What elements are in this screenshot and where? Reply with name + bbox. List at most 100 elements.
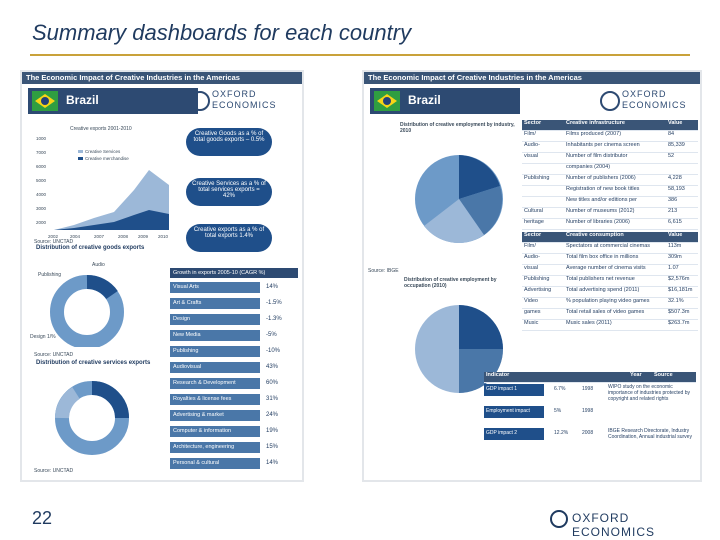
table-cell: Number of film distributor [566,153,628,159]
table-cell: Cultural [524,208,543,214]
donut-label: Audio [92,262,105,268]
table-cell: $16,181m [668,287,693,293]
table-row: Registration of new book titles 58,193 [522,186,698,197]
x-tick: 2004 [70,234,81,239]
growth-row-label: Personal & cultural [170,458,260,469]
table-row: Film/Spectators at commercial cinemas 113… [522,243,698,254]
table-row: visual Number of film distributor 52 [522,153,698,164]
impact-source: WIPO study on the economic importance of… [608,384,690,402]
table-header: Sector Creative infrastructure Value [522,120,698,131]
table-header: Sector Creative consumption Value [522,232,698,243]
table-cell: New titles and/or editions per [566,197,637,203]
table-cell: Publishing [524,276,550,282]
header-cell: Sector [524,120,542,126]
table-cell: visual [524,265,539,271]
header-cell: Value [668,120,683,126]
oxford-logo: OXFORD ECONOMICS [190,88,290,114]
table-cell: 84 [668,131,675,137]
growth-row-value: 31% [266,396,279,402]
table-cell: Registration of new book titles [566,186,640,192]
header-cell: Creative infrastructure [566,120,625,126]
table-cell: Film/ [524,243,536,249]
donut-label: Design 1/% [30,334,56,340]
pie1-title: Distribution of creative employment by i… [400,122,515,134]
employment-industry-pie [415,155,503,243]
table-cell: 6,615 [668,219,682,225]
growth-row-label: Research & Development [170,378,260,389]
x-tick: 2010 [158,234,169,239]
country-banner: Brazil [370,88,520,114]
right-panel-header: The Economic Impact of Creative Industri… [364,72,700,84]
growth-row-label: Royalties & license fees [170,394,260,405]
table-row: heritage Number of libraries (2006) 6,615 [522,219,698,230]
page-number: 22 [32,508,53,528]
table-cell: games [524,309,541,315]
brazil-flag-icon [374,91,400,111]
header-cell: Source [654,372,673,378]
table-cell: 4,228 [668,175,682,181]
kpi-bubble: Creative exports as a % of total exports… [186,224,272,252]
header-cell: Creative consumption [566,232,624,238]
y-tick: 3000 [36,206,47,211]
growth-row-value: -5% [266,332,277,338]
country-name: Brazil [66,93,99,107]
growth-title: Growth in exports 2005-10 (CAGR %) [170,268,298,278]
y-tick: 4000 [36,192,47,197]
growth-row-label: Publishing [170,346,260,357]
growth-row-value: -1.3% [266,316,282,322]
pie-slice [459,305,503,349]
table-row: Cultural Number of museums (2012) 213 [522,208,698,219]
legend-item: Creative merchandise [85,156,129,161]
growth-row-label: Audiovisual [170,362,260,373]
impact-pct: 6.7% [554,386,566,392]
table-row: Publishing Number of publishers (2006) 4,2… [522,175,698,186]
table-cell: 309m [668,254,682,260]
growth-row-label: Design [170,314,260,325]
pie-slice [459,349,503,393]
growth-row-value: 60% [266,380,279,386]
table-cell: Number of publishers (2006) [566,175,636,181]
table-row: Publishing Total publishers net revenue $2… [522,276,698,287]
growth-row-value: 14% [266,460,279,466]
y-tick: 6000 [36,164,47,169]
logo-line2: ECONOMICS [212,100,277,110]
table-cell: 1.07 [668,265,679,271]
footer-logo-text: OXFORD ECONOMICS [572,511,656,539]
employment-occupation-pie [415,305,503,393]
creative-exports-chart: 1000 7000 6000 5000 4000 3000 2000 2002 … [36,136,169,239]
table-cell: Average number of cinema visits [566,265,646,271]
growth-row-label: New Media [170,330,260,341]
table-cell: $2,576m [668,276,690,282]
pie2-title: Distribution of creative employment by o… [404,277,497,289]
table-row: visual Average number of cinema visits 1.0… [522,265,698,276]
y-tick: 2000 [36,220,47,225]
donut-slice [91,381,129,419]
growth-row-value: -10% [266,348,281,354]
table-cell: 85,339 [668,142,685,148]
table-cell: 32.1% [668,298,684,304]
logo-line2: ECONOMICS [622,100,687,110]
impact-source [608,406,696,426]
table-cell: 113m [668,243,682,249]
oxford-mark-icon [600,91,620,111]
y-tick: 7000 [36,150,47,155]
table-cell: heritage [524,219,544,225]
header-cell: Indicator [486,372,510,378]
table-cell: Music [524,320,539,326]
donut-slice [55,387,81,419]
source-label: Source: UNCTAD [34,352,74,358]
table-cell: % population playing video games [566,298,650,304]
table-row: Video % population playing video games 32.… [522,298,698,309]
table-cell: Total retail sales of video games [566,309,645,315]
oxford-mark-icon [550,510,568,528]
growth-row-label: Visual Arts [170,282,260,293]
table-cell: Audio- [524,142,540,148]
table-cell: Total advertising spend (2011) [566,287,640,293]
table-cell: companies (2004) [566,164,611,170]
growth-row-label: Computer & information [170,426,260,437]
growth-row-value: 43% [266,364,279,370]
pie-slice [459,186,503,235]
table-cell: Advertising [524,287,552,293]
right-dashboard-image: The Economic Impact of Creative Industri… [362,70,702,482]
growth-row-value: -1.5% [266,300,282,306]
